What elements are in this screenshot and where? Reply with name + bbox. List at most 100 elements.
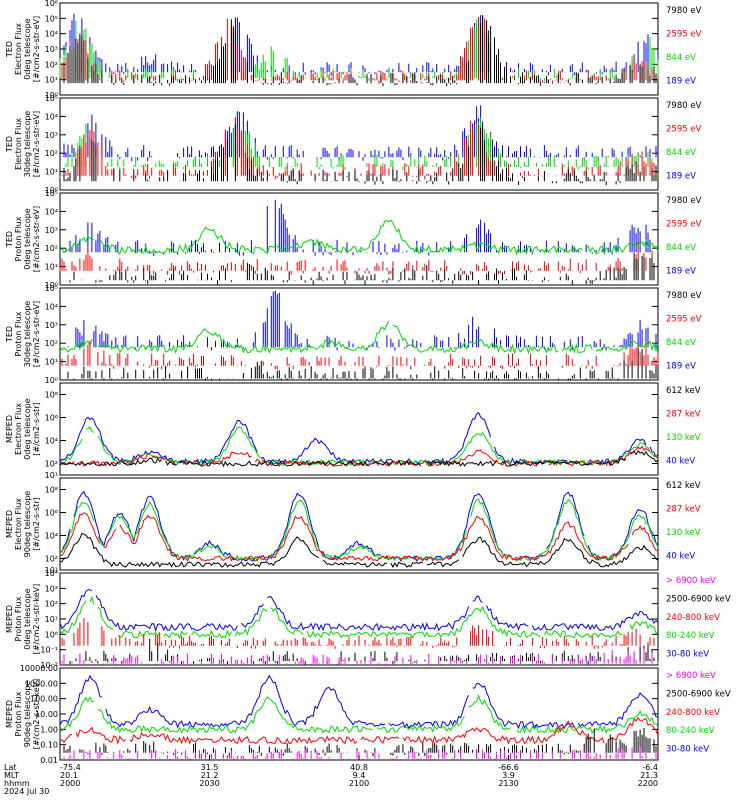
y-tick-label: 10⁰ (45, 281, 58, 290)
series-line (67, 290, 657, 351)
x-tick-label: -75.4 (60, 763, 81, 772)
x-tick-label: 3.9 (502, 771, 515, 780)
legend-entry: 2595 eV (666, 29, 702, 39)
panel-5: 10¹ 10² 10⁴ 10⁶ 10⁸ MEPED Electron Flux 90deg t… (5, 477, 701, 575)
y-tick-label: 10.00 (35, 710, 58, 719)
y-tick-label: 10¹ (45, 615, 58, 624)
legend-entry: 287 keV (666, 504, 701, 514)
y-tick-label: 10⁴ (45, 30, 58, 39)
series-line (59, 16, 659, 82)
y-axis-label: MEPED (5, 510, 14, 538)
x-tick-label: -66.6 (498, 763, 519, 772)
y-tick-label: 10² (45, 149, 58, 158)
legend-entry: 130 keV (666, 528, 701, 538)
y-axis-label: TED (5, 136, 14, 153)
y-axis-label: Proton Flux (14, 311, 23, 356)
y-tick-label: 10⁴ (45, 532, 58, 541)
panel-frame (59, 192, 659, 286)
legend-entry: 189 eV (666, 76, 696, 86)
y-tick-label: 1000.00 (25, 679, 58, 688)
series-line (59, 252, 659, 285)
series-line (65, 117, 659, 171)
y-tick-label: 100.00 (30, 695, 58, 704)
date-label: 2024 Jul 30 (4, 787, 49, 796)
y-axis-label: 30deg telescope (23, 301, 32, 368)
series-line (59, 241, 659, 275)
y-axis-label: 0deg telescope (23, 588, 32, 649)
y-axis-label: Proton Flux (14, 691, 23, 736)
legend-entry: 2595 eV (666, 124, 702, 134)
series-line (59, 589, 659, 633)
y-axis-label: [#/cm2-s-str-eV] (32, 111, 41, 177)
y-axis-label: [#/cm2-s-str] (32, 497, 41, 550)
panel-2: 10⁰ 10¹ 10² 10³ 10⁴ 10⁵ TED Proton Flux 0deg tel… (5, 189, 702, 290)
y-tick-label: 10³ (45, 226, 58, 235)
series-line (59, 648, 659, 665)
y-tick-label: 10⁰ (45, 376, 58, 385)
series-line (59, 219, 659, 256)
y-tick-label: 10⁵ (45, 284, 58, 293)
y-axis-label: Electron Flux (14, 498, 23, 550)
y-axis-label: [#/cm2-s-str-eV] (32, 206, 41, 272)
series-line (59, 694, 659, 735)
legend-entry: 844 eV (666, 53, 696, 63)
legend-entry: 30-80 keV (666, 650, 709, 660)
y-tick-label: 10³ (45, 131, 58, 140)
y-tick-label: 10⁶ (45, 0, 58, 8)
x-tick-label: 21.3 (640, 771, 658, 780)
x-row-label: MLT (4, 771, 19, 780)
y-tick-label: 10⁴ (45, 569, 58, 578)
legend-entry: 130 keV (666, 433, 701, 443)
series-line (59, 532, 659, 569)
legend-entry: 2595 eV (666, 219, 702, 229)
y-tick-label: 10⁵ (45, 94, 58, 103)
x-tick-label: 2130 (498, 779, 518, 788)
series-line (59, 426, 659, 467)
y-axis-label: 90deg telescope (23, 681, 32, 748)
y-axis-label: Electron Flux (14, 403, 23, 455)
y-tick-label: 10⁵ (45, 189, 58, 198)
y-tick-label: 10⁴ (45, 437, 58, 446)
y-axis-label: 0deg telescope (23, 18, 32, 79)
y-axis-label: MEPED (5, 605, 14, 633)
y-axis-label: MEPED (5, 415, 14, 443)
y-axis-label: 0deg telescope (23, 398, 32, 459)
legend-entry: 30-80 keV (666, 745, 709, 755)
legend-entry: 2595 eV (666, 314, 702, 324)
y-tick-label: 10² (45, 600, 58, 609)
series-line (59, 716, 659, 745)
x-tick-label: 20.1 (60, 771, 78, 780)
y-axis-label: 0deg telescope (23, 208, 32, 269)
y-tick-label: 0.10 (40, 741, 58, 750)
series-line (59, 595, 659, 640)
y-tick-label: 10⁰ (45, 186, 58, 195)
legend-entry: > 6900 keV (666, 576, 716, 586)
y-tick-label: 10¹ (45, 168, 58, 177)
y-axis-label: [#/cm2-s-str-eV] (32, 301, 41, 367)
legend-entry: 844 eV (666, 148, 696, 158)
legend-entry: 80-240 keV (666, 631, 715, 641)
legend-entry: 844 eV (666, 243, 696, 253)
legend-entry: > 6900 keV (666, 671, 716, 681)
y-tick-label: 10⁶ (45, 414, 58, 423)
series-line (59, 674, 659, 730)
panel-4: 10¹ 10² 10⁴ 10⁶ 10⁸ MEPED Electron Flux 0deg te… (5, 382, 701, 480)
y-tick-label: 10¹ (45, 358, 58, 367)
y-axis-label: TED (5, 326, 14, 343)
y-axis-label: [#/cm2-s-str-keV] (32, 584, 41, 655)
y-tick-label: 0.01 (40, 756, 58, 765)
panel-6: 10⁻² 10⁻¹ 10⁰ 10¹ 10² 10³ 10⁴ MEPED Proton Flux 0… (5, 569, 731, 670)
legend-entry: 287 keV (666, 409, 701, 419)
y-axis-label: Electron Flux (14, 118, 23, 170)
series-line (61, 617, 655, 649)
legend-entry: 7980 eV (666, 291, 702, 301)
y-tick-label: 10² (45, 339, 58, 348)
x-tick-label: 40.8 (350, 763, 368, 772)
series-line (59, 498, 659, 563)
y-tick-label: 10¹ (45, 471, 58, 480)
y-tick-label: 10⁴ (45, 207, 58, 216)
x-tick-label: 2000 (60, 779, 80, 788)
y-axis-label: [#/cm2-s-str] (32, 402, 41, 455)
series-line (63, 124, 657, 186)
